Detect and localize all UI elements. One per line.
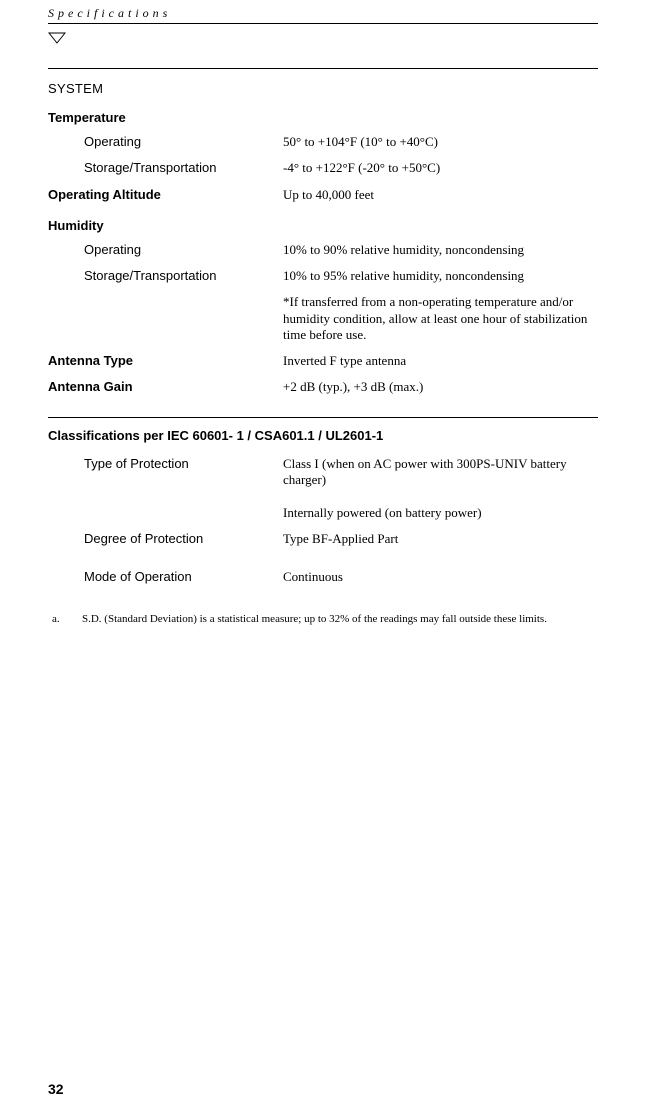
section-title: SYSTEM bbox=[48, 81, 598, 96]
row-value: *If transferred from a non-operating tem… bbox=[283, 291, 598, 350]
table-row: Operating 50° to +104°F (10° to +40°C) bbox=[48, 131, 598, 157]
table-row: Storage/Transportation 10% to 95% relati… bbox=[48, 265, 598, 291]
row-value: Up to 40,000 feet bbox=[283, 184, 598, 210]
row-value: Type BF-Applied Part bbox=[283, 528, 598, 554]
nabla-icon bbox=[48, 32, 66, 46]
row-value: Continuous bbox=[283, 555, 598, 592]
classifications-heading: Classifications per IEC 60601- 1 / CSA60… bbox=[48, 428, 598, 443]
row-label: Operating bbox=[48, 239, 283, 265]
row-value: +2 dB (typ.), +3 dB (max.) bbox=[283, 376, 598, 402]
spec-table: Operating 50° to +104°F (10° to +40°C) S… bbox=[48, 131, 598, 210]
row-label bbox=[48, 291, 283, 350]
row-label bbox=[48, 495, 283, 528]
row-value: Internally powered (on battery power) bbox=[283, 495, 598, 528]
row-label: Operating bbox=[48, 131, 283, 157]
row-value: Inverted F type antenna bbox=[283, 350, 598, 376]
table-row: Antenna Gain +2 dB (typ.), +3 dB (max.) bbox=[48, 376, 598, 402]
section-rule-mid bbox=[48, 417, 598, 418]
row-label: Storage/Transportation bbox=[48, 265, 283, 291]
page: Specifications SYSTEM Temperature Operat… bbox=[0, 0, 646, 1115]
row-label: Storage/Transportation bbox=[48, 157, 283, 183]
humidity-heading: Humidity bbox=[48, 218, 598, 233]
row-value: Class I (when on AC power with 300PS-UNI… bbox=[283, 453, 598, 496]
running-head-title: Specifications bbox=[48, 6, 171, 21]
row-label: Antenna Gain bbox=[48, 376, 283, 402]
page-number: 32 bbox=[48, 1081, 64, 1097]
table-row: Operating Altitude Up to 40,000 feet bbox=[48, 184, 598, 210]
row-label: Antenna Type bbox=[48, 350, 283, 376]
table-row: Mode of Operation Continuous bbox=[48, 555, 598, 592]
table-row: Antenna Type Inverted F type antenna bbox=[48, 350, 598, 376]
table-row: Type of Protection Class I (when on AC p… bbox=[48, 453, 598, 496]
header-rule bbox=[48, 23, 598, 24]
row-label: Operating Altitude bbox=[48, 184, 283, 210]
table-row: Degree of Protection Type BF-Applied Par… bbox=[48, 528, 598, 554]
running-head: Specifications bbox=[48, 0, 598, 21]
row-label: Degree of Protection bbox=[48, 528, 283, 554]
row-value: 50° to +104°F (10° to +40°C) bbox=[283, 131, 598, 157]
footnote-mark: a. bbox=[48, 612, 64, 626]
temperature-heading: Temperature bbox=[48, 110, 598, 125]
row-label: Type of Protection bbox=[48, 453, 283, 496]
footnote-text: S.D. (Standard Deviation) is a statistic… bbox=[82, 612, 598, 626]
table-row: Operating 10% to 90% relative humidity, … bbox=[48, 239, 598, 265]
table-row: Storage/Transportation -4° to +122°F (-2… bbox=[48, 157, 598, 183]
table-row: *If transferred from a non-operating tem… bbox=[48, 291, 598, 350]
row-value: -4° to +122°F (-20° to +50°C) bbox=[283, 157, 598, 183]
footnote: a. S.D. (Standard Deviation) is a statis… bbox=[48, 612, 598, 626]
spec-table: Type of Protection Class I (when on AC p… bbox=[48, 453, 598, 592]
spec-table: Operating 10% to 90% relative humidity, … bbox=[48, 239, 598, 403]
row-value: 10% to 95% relative humidity, noncondens… bbox=[283, 265, 598, 291]
table-row: Internally powered (on battery power) bbox=[48, 495, 598, 528]
section-rule-top bbox=[48, 68, 598, 69]
row-label: Mode of Operation bbox=[48, 555, 283, 592]
row-value: 10% to 90% relative humidity, noncondens… bbox=[283, 239, 598, 265]
